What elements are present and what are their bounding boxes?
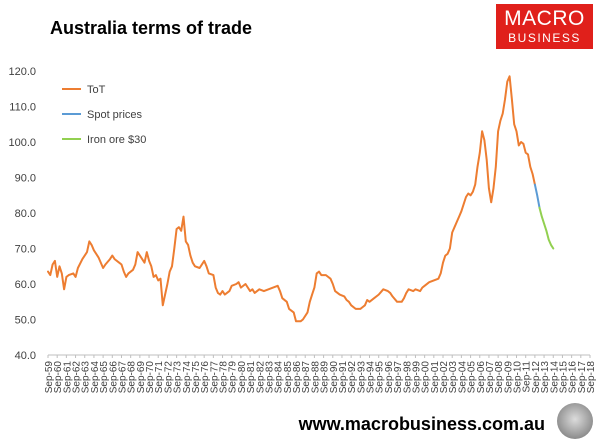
chart-series (47, 75, 555, 323)
x-tick-label: Sep-96 (384, 361, 395, 394)
x-tick-label: Sep-04 (457, 361, 468, 394)
x-tick-label: Sep-99 (411, 361, 422, 394)
y-tick-label: 90.0 (15, 173, 36, 185)
y-tick-label: 60.0 (15, 279, 36, 291)
x-tick-label: Sep-17 (577, 361, 588, 394)
x-tick-label: Sep-15 (558, 361, 569, 394)
x-tick-label: Sep-07 (485, 361, 496, 394)
x-tick-label: Sep-83 (264, 361, 275, 394)
x-tick-label: Sep-78 (219, 361, 230, 394)
x-tick-label: Sep-89 (320, 361, 331, 394)
legend-label-1: Spot prices (87, 109, 143, 121)
x-tick-label: Sep-72 (163, 361, 174, 394)
x-tick-label: Sep-93 (356, 361, 367, 394)
y-tick-label: 70.0 (15, 244, 36, 256)
x-tick-label: Sep-76 (200, 361, 211, 394)
x-tick-label: Sep-94 (366, 361, 377, 394)
x-tick-label: Sep-03 (448, 361, 459, 394)
x-tick-label: Sep-85 (283, 361, 294, 394)
y-tick-label: 100.0 (8, 137, 36, 149)
x-tick-label: Sep-81 (246, 361, 257, 394)
x-tick-label: Sep-60 (53, 361, 64, 394)
x-tick-label: Sep-97 (393, 361, 404, 394)
x-tick-label: Sep-16 (568, 361, 579, 394)
y-tick-label: 80.0 (15, 208, 36, 220)
x-tick-label: Sep-68 (127, 361, 138, 394)
x-tick-label: Sep-91 (338, 361, 349, 394)
x-tick-label: Sep-71 (154, 361, 165, 394)
series-line-2 (538, 206, 555, 250)
x-tick-label: Sep-87 (301, 361, 312, 394)
x-tick-label: Sep-67 (117, 361, 128, 394)
x-tick-label: Sep-79 (228, 361, 239, 394)
x-tick-label: Sep-09 (503, 361, 514, 394)
x-tick-label: Sep-12 (531, 361, 542, 394)
x-tick-label: Sep-02 (439, 361, 450, 394)
x-tick-label: Sep-86 (292, 361, 303, 394)
y-tick-label: 50.0 (15, 315, 36, 327)
chart-title: Australia terms of trade (50, 18, 253, 38)
legend-label-2: Iron ore $30 (87, 134, 146, 146)
logo-line-2: BUSINESS (508, 31, 581, 45)
x-tick-label: Sep-13 (540, 361, 551, 394)
x-tick-label: Sep-98 (402, 361, 413, 394)
x-tick-label: Sep-61 (62, 361, 73, 394)
y-tick-label: 120.0 (8, 66, 36, 78)
x-tick-label: Sep-01 (430, 361, 441, 394)
x-tick-label: Sep-64 (90, 361, 101, 394)
x-tick-label: Sep-65 (99, 361, 110, 394)
x-tick-label: Sep-18 (586, 361, 597, 394)
legend-label-0: ToT (87, 84, 106, 96)
x-tick-label: Sep-00 (421, 361, 432, 394)
x-tick-label: Sep-73 (173, 361, 184, 394)
x-tick-label: Sep-90 (329, 361, 340, 394)
x-tick-label: Sep-14 (549, 361, 560, 394)
x-tick-label: Sep-69 (136, 361, 147, 394)
x-tick-label: Sep-06 (476, 361, 487, 394)
x-tick-label: Sep-62 (72, 361, 83, 394)
x-tick-label: Sep-05 (467, 361, 478, 394)
series-line-1 (533, 183, 541, 209)
x-tick-label: Sep-75 (191, 361, 202, 394)
series-line-0 (47, 75, 536, 323)
y-tick-label: 40.0 (15, 350, 36, 362)
macrobusiness-logo: MACRO BUSINESS (496, 4, 593, 49)
logo-line-1: MACRO (504, 7, 585, 30)
x-tick-label: Sep-74 (182, 361, 193, 394)
x-tick-label: Sep-59 (44, 361, 55, 394)
chart-axes: 40.0 50.0 60.0 70.0 80.0 90.0 100.0 110.0 120.0 S… (8, 66, 597, 393)
x-tick-label: Sep-77 (209, 361, 220, 394)
wolf-logo-icon (557, 403, 593, 439)
x-tick-label: Sep-70 (145, 361, 156, 394)
x-tick-label: Sep-63 (81, 361, 92, 394)
x-tick-label: Sep-92 (347, 361, 358, 394)
x-tick-label: Sep-88 (310, 361, 321, 394)
x-tick-label: Sep-10 (513, 361, 524, 394)
chart-legend: ToT Spot prices Iron ore $30 (62, 84, 146, 146)
x-tick-label: Sep-08 (494, 361, 505, 394)
x-tick-label: Sep-11 (522, 361, 533, 393)
x-tick-label: Sep-95 (375, 361, 386, 394)
x-tick-label: Sep-84 (274, 361, 285, 394)
x-tick-label: Sep-66 (108, 361, 119, 394)
footer-url: www.macrobusiness.com.au (298, 414, 545, 434)
x-tick-label: Sep-82 (255, 361, 266, 394)
y-tick-label: 110.0 (9, 102, 36, 114)
x-tick-label: Sep-80 (237, 361, 248, 394)
